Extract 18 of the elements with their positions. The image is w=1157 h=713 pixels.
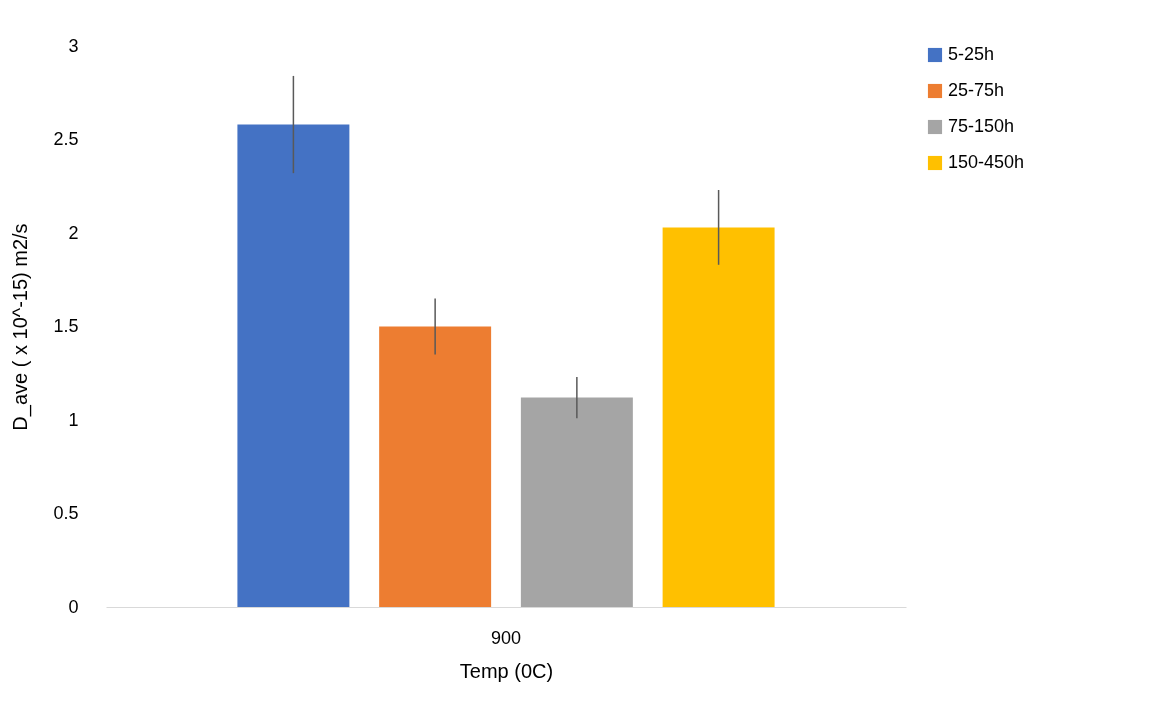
y-tick-label: 3 (68, 35, 79, 56)
bar (237, 124, 350, 607)
y-tick-label: 2 (68, 222, 79, 243)
bar (662, 227, 775, 607)
legend-label: 75-150h (948, 116, 1015, 136)
legend-label: 150-450h (948, 152, 1025, 172)
x-tick-label: 900 (490, 627, 522, 648)
legend-label: 5-25h (948, 44, 995, 64)
y-tick-label: 1 (68, 409, 79, 430)
bar (379, 326, 492, 607)
bar (520, 397, 633, 607)
y-tick-label: 0.5 (53, 503, 79, 523)
x-axis-title: Temp (0C) (459, 659, 554, 682)
legend-label: 25-75h (948, 80, 1005, 100)
y-tick-label: 2.5 (53, 129, 79, 149)
y-tick-label: 1.5 (53, 316, 79, 336)
y-tick-label: 0 (68, 596, 79, 617)
y-axis-title: D_ave ( x 10^-15) m2/s (9, 223, 33, 431)
